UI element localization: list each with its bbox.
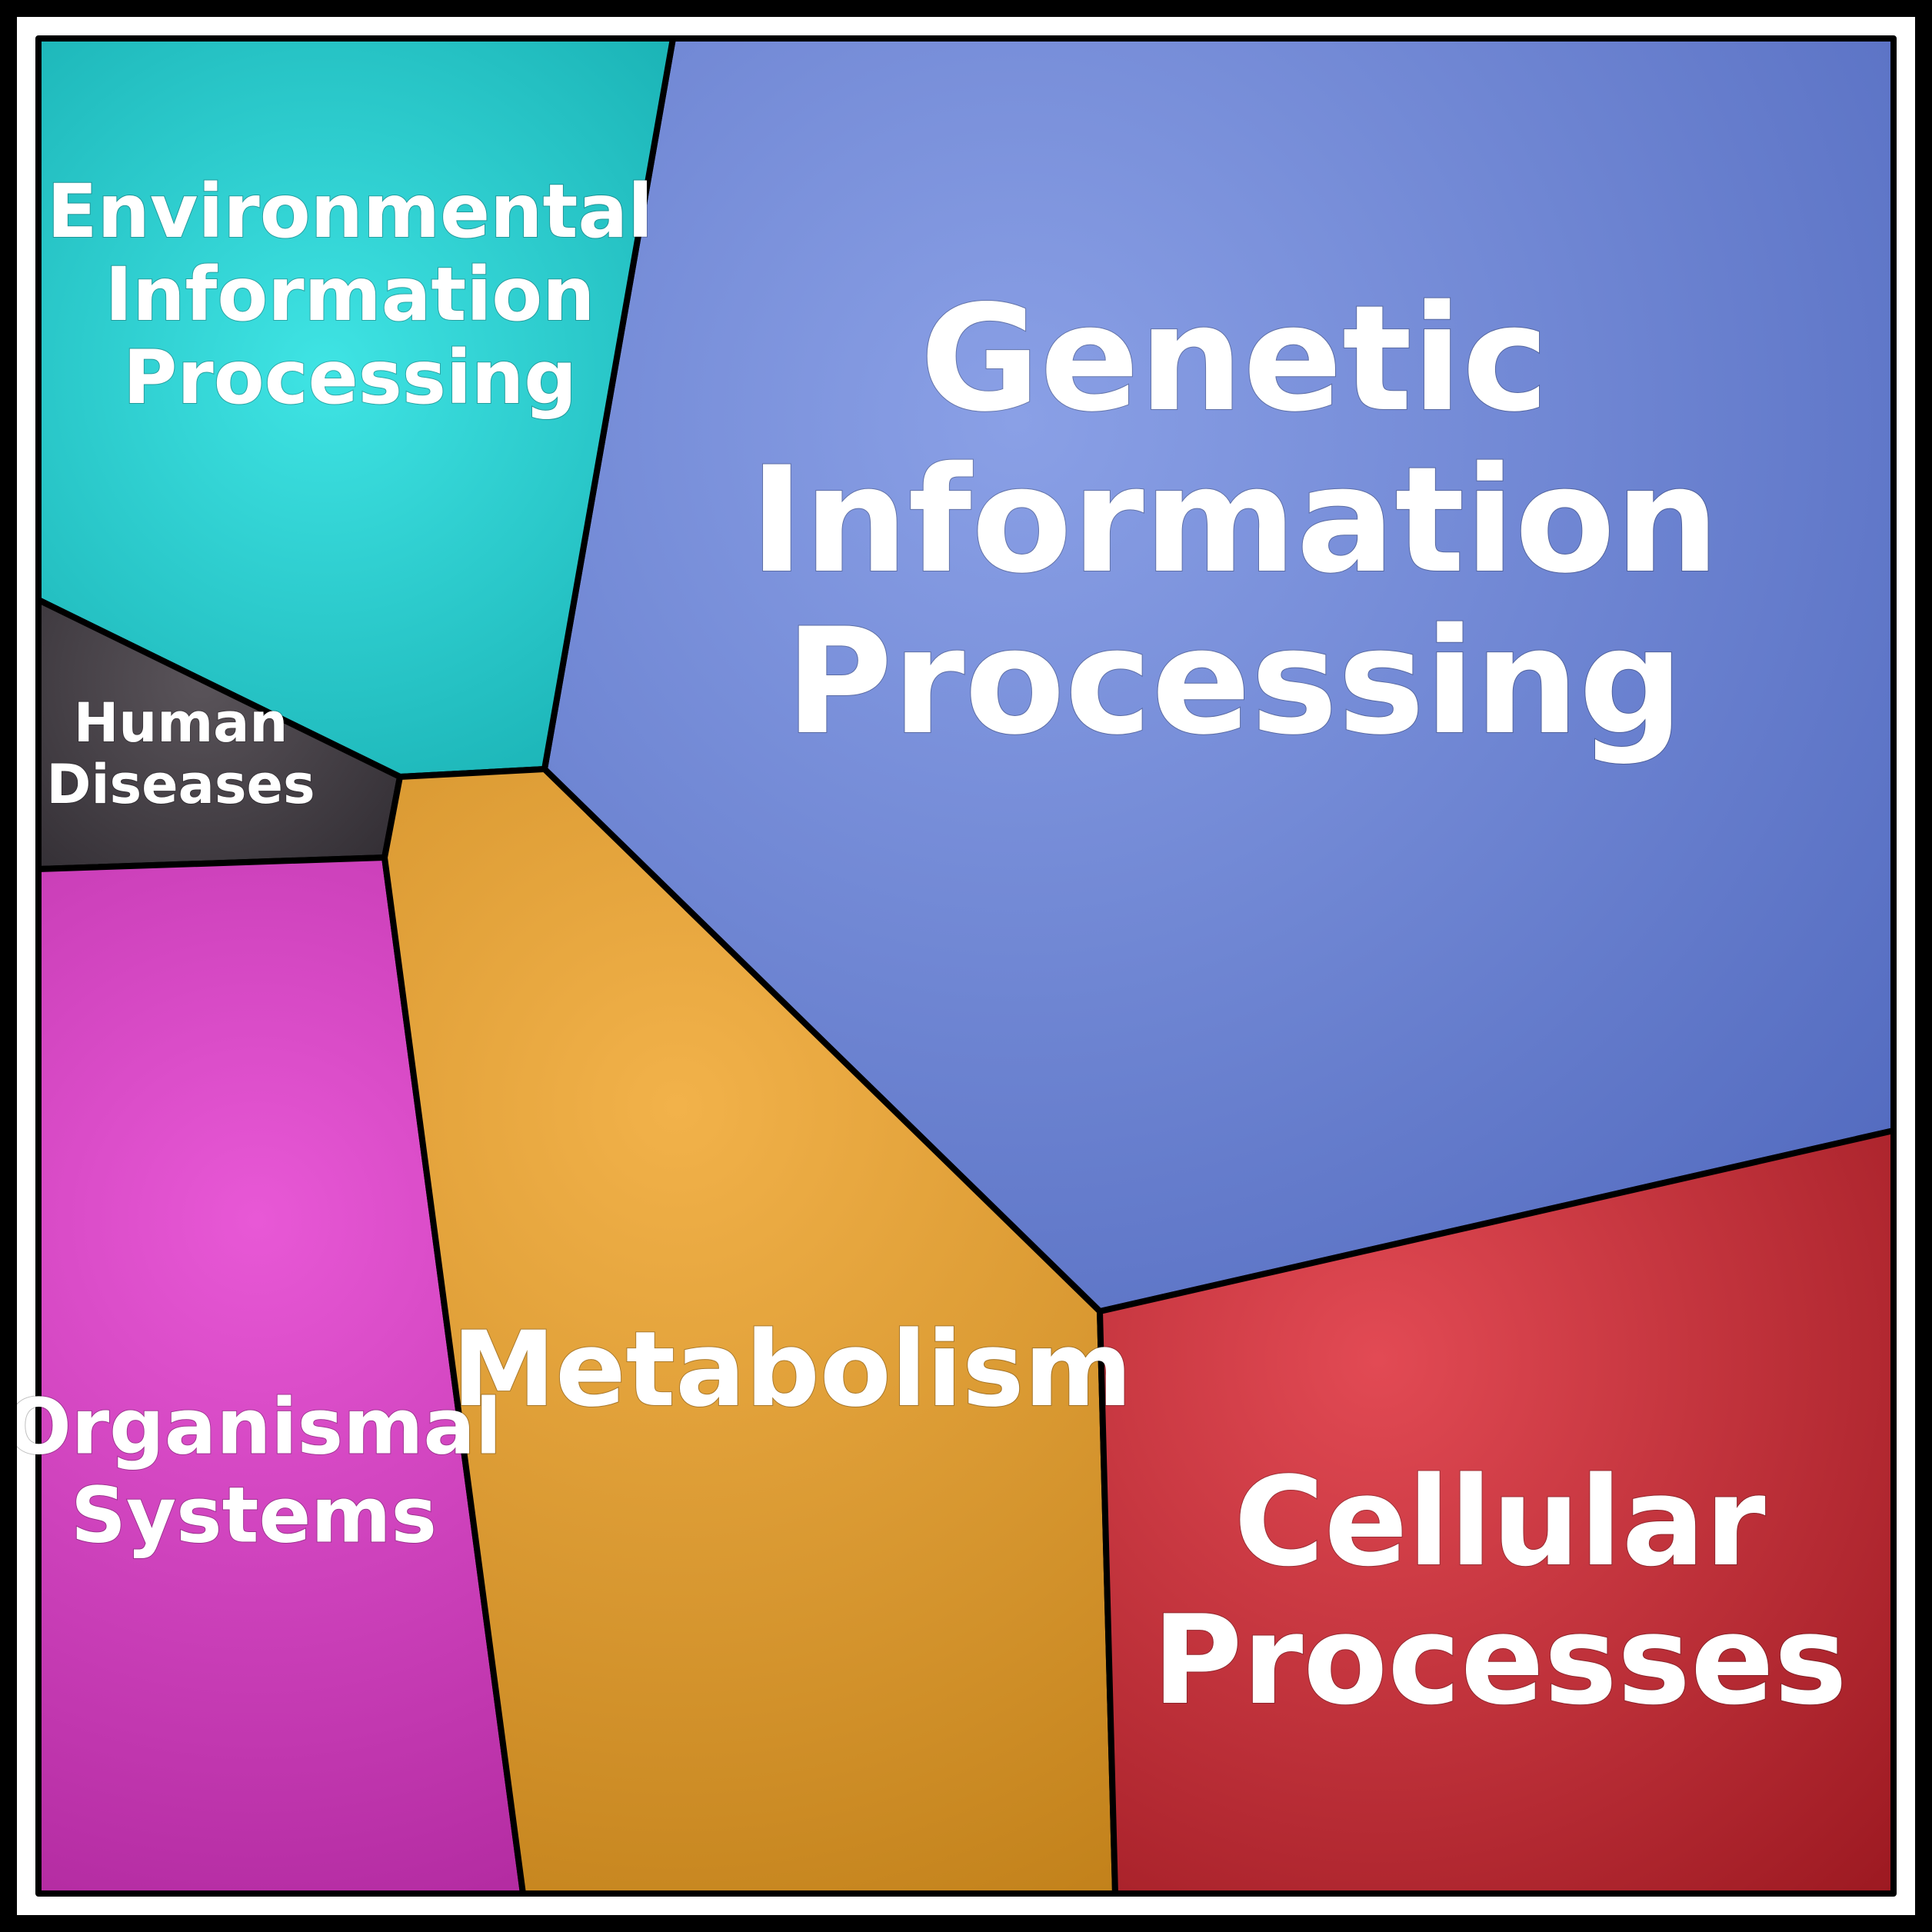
label-environmental: EnvironmentalInformationProcessing — [47, 168, 653, 421]
voronoi-treemap: GeneticInformationProcessingEnvironmenta… — [0, 0, 1932, 1932]
label-human_diseases: HumanDiseases — [46, 691, 315, 816]
label-organismal: OrganismalSystems — [6, 1382, 501, 1561]
label-cellular: CellularProcesses — [1152, 1450, 1847, 1732]
label-metabolism: Metabolism — [452, 1309, 1133, 1430]
